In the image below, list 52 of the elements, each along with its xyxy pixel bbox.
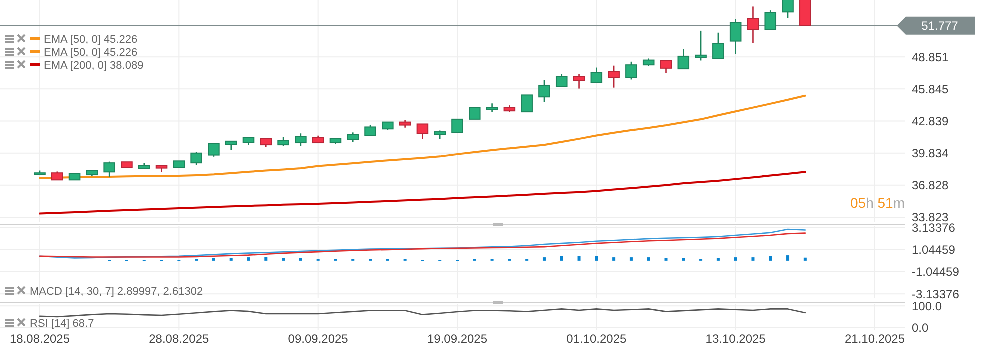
candlestick — [590, 67, 603, 84]
x-tick-label: 28.08.2025 — [149, 332, 210, 346]
x-tick-label: 19.09.2025 — [427, 332, 488, 346]
candlestick — [104, 161, 116, 178]
annotation: 05h 51m — [850, 195, 905, 211]
candlestick — [416, 124, 429, 140]
y-tick-label: 39.834 — [912, 146, 950, 161]
x-tick-label: 18.08.2025 — [10, 332, 70, 346]
y-tick-label: -3.13376 — [912, 287, 960, 302]
candlestick — [695, 30, 707, 62]
candlestick — [764, 10, 777, 30]
candlestick — [678, 48, 690, 70]
candlestick — [660, 60, 672, 74]
candlestick — [521, 94, 533, 113]
candlestick — [295, 132, 307, 147]
x-tick-label: 21.10.2025 — [844, 332, 906, 346]
y-tick-label: 0.0 — [912, 321, 930, 336]
candlestick — [712, 32, 724, 60]
y-tick-label: 100.0 — [912, 299, 942, 314]
candlestick — [208, 142, 220, 158]
candlestick — [782, 0, 794, 19]
candlestick — [573, 74, 586, 90]
candlestick — [278, 136, 290, 147]
candlestick — [364, 124, 376, 137]
y-tick-label: 1.04459 — [912, 243, 956, 258]
line-series — [39, 171, 806, 215]
x-tick-label: 09.09.2025 — [288, 332, 349, 346]
y-tick-label: 42.839 — [912, 114, 950, 128]
line-series — [39, 94, 806, 180]
annotation: MACD [14, 30, 7] 2.89997, 2.61302 — [30, 286, 204, 298]
candlestick — [730, 18, 742, 55]
line-series — [39, 308, 806, 318]
candlestick — [556, 74, 568, 88]
candlestick — [608, 65, 620, 88]
y-tick-label: 48.851 — [912, 50, 950, 64]
candlestick — [469, 107, 481, 120]
annotation: EMA [50, 0] 45.226 — [44, 47, 138, 59]
candlestick — [190, 151, 202, 166]
y-tick-label: 45.845 — [912, 82, 950, 96]
legend-label: EMA [50, 0] 45.226 — [44, 34, 138, 46]
y-tick-label: -1.04459 — [912, 265, 960, 280]
annotation: RSI [14] 68.7 — [30, 318, 94, 330]
legend-label: EMA [200, 0] 38.089 — [44, 60, 144, 72]
candlestick — [626, 61, 638, 80]
ref-line-label: 51.777 — [922, 19, 959, 34]
x-tick-label: 01.10.2025 — [566, 332, 628, 346]
x-tick-label: 13.10.2025 — [706, 332, 766, 346]
candlestick — [538, 80, 550, 104]
candlestick — [452, 118, 464, 134]
y-tick-label: 36.828 — [912, 178, 950, 193]
candlestick — [347, 132, 360, 143]
candlestick — [747, 6, 760, 44]
